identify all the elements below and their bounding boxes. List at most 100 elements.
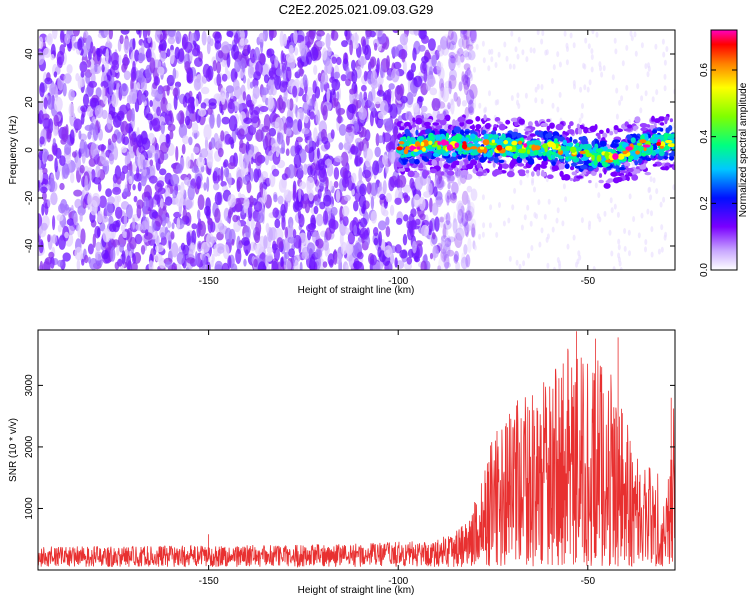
heatmap-cell <box>425 151 433 157</box>
heatmap-cell <box>481 40 485 47</box>
y-tick-label: -20 <box>24 190 35 205</box>
heatmap-cell <box>656 141 661 146</box>
heatmap-cell <box>59 155 66 167</box>
heatmap-cell <box>444 114 451 122</box>
heatmap-cell <box>472 138 476 143</box>
heatmap-cell <box>105 48 109 62</box>
heatmap-cell <box>70 172 75 184</box>
heatmap-cell <box>652 151 656 156</box>
heatmap-cell <box>464 212 473 228</box>
heatmap-cell <box>157 187 166 195</box>
heatmap-cell <box>439 240 448 252</box>
heatmap-cell <box>43 97 48 110</box>
heatmap-cell <box>316 147 320 159</box>
heatmap-cell <box>275 68 283 77</box>
heatmap-cell <box>594 182 598 189</box>
heatmap-cell <box>461 34 468 50</box>
heatmap-cell <box>331 56 337 64</box>
heatmap-cell <box>440 36 448 50</box>
heatmap-cell <box>612 177 620 184</box>
heatmap-cell <box>619 267 623 270</box>
heatmap-cell <box>335 189 341 203</box>
heatmap-cell <box>583 126 589 134</box>
heatmap-cell <box>178 123 188 139</box>
heatmap-cell <box>136 199 144 209</box>
heatmap-cell <box>591 154 595 161</box>
heatmap-cell <box>170 173 180 187</box>
heatmap-cell <box>667 143 675 148</box>
heatmap-cell <box>214 208 221 223</box>
heatmap-cell <box>47 198 51 208</box>
heatmap-cell <box>454 142 460 148</box>
heatmap-cell <box>414 175 424 191</box>
heatmap-cell <box>285 148 290 156</box>
heatmap-cell <box>308 146 315 163</box>
heatmap-cell <box>59 30 65 43</box>
heatmap-cell <box>602 65 606 72</box>
heatmap-cell <box>186 231 191 246</box>
heatmap-cell <box>41 203 45 216</box>
heatmap-cell <box>493 168 501 176</box>
heatmap-cell <box>119 104 128 115</box>
heatmap-cell <box>159 50 166 62</box>
heatmap-cell <box>336 91 340 101</box>
heatmap-cell <box>458 81 463 92</box>
heatmap-cell <box>129 88 137 105</box>
heatmap-cell <box>572 42 576 49</box>
heatmap-cell <box>42 117 51 129</box>
heatmap-cell <box>466 39 474 47</box>
heatmap-cell <box>63 73 72 84</box>
heatmap-cell <box>360 55 365 69</box>
heatmap-cell <box>432 245 436 261</box>
heatmap-cell <box>313 205 319 215</box>
heatmap-cell <box>467 198 472 213</box>
heatmap-cell <box>416 146 421 150</box>
heatmap-cell <box>141 94 146 103</box>
heatmap-cell <box>41 172 49 185</box>
heatmap-cell <box>463 80 469 96</box>
heatmap-cell <box>385 226 391 238</box>
heatmap-cell <box>96 210 104 224</box>
heatmap-cell <box>298 238 302 254</box>
heatmap-cell <box>566 243 570 250</box>
heatmap-cell <box>469 30 477 44</box>
heatmap-cell <box>644 171 652 176</box>
heatmap-cell <box>538 241 542 248</box>
heatmap-cell <box>431 202 439 216</box>
heatmap-cell <box>102 228 111 243</box>
heatmap-cell <box>241 237 250 246</box>
heatmap-cell <box>498 123 506 131</box>
heatmap-cell <box>494 99 498 106</box>
heatmap-cell <box>98 195 107 209</box>
heatmap-cell <box>450 192 457 201</box>
heatmap-cell <box>351 188 355 196</box>
heatmap-cell <box>655 188 659 195</box>
heatmap-cell <box>159 39 167 51</box>
heatmap-cell <box>280 257 284 268</box>
heatmap-cell <box>79 212 83 222</box>
heatmap-cell <box>91 192 101 208</box>
heatmap-cell <box>437 180 446 188</box>
heatmap-cell <box>92 126 99 141</box>
heatmap-cell <box>475 43 479 50</box>
heatmap-cell <box>191 223 198 230</box>
heatmap-cell <box>273 194 278 203</box>
heatmap-cell <box>487 65 491 72</box>
heatmap-cell <box>302 74 308 88</box>
heatmap-cell <box>453 126 461 134</box>
heatmap-cell <box>659 127 664 132</box>
heatmap-cell <box>79 61 88 73</box>
colorbar-tick-label: 0.4 <box>699 129 710 143</box>
heatmap-cell <box>576 123 581 129</box>
heatmap-cell <box>444 192 452 203</box>
heatmap-cell <box>612 266 616 270</box>
heatmap-cell <box>448 80 452 95</box>
heatmap-cell <box>192 146 200 154</box>
heatmap-cell <box>551 226 555 233</box>
heatmap-cell <box>663 73 667 80</box>
heatmap-cell <box>598 179 604 184</box>
heatmap-cell <box>579 86 583 93</box>
heatmap-cell <box>540 172 547 177</box>
heatmap-cell <box>562 183 566 190</box>
heatmap-cell <box>212 59 217 72</box>
